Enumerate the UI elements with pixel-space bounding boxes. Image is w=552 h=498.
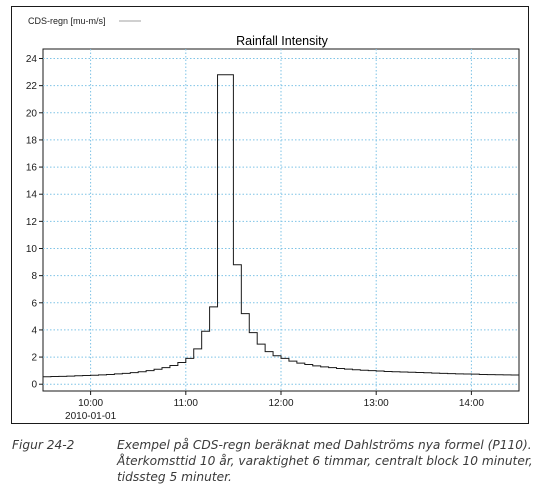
y-tick-label: 20 — [26, 108, 38, 119]
caption-number: Figur 24-2 — [12, 438, 75, 452]
x-tick-label: 14:00 — [459, 398, 484, 409]
caption-text: Exempel på CDS-regn beräknat med Dahlstr… — [117, 438, 533, 484]
y-tick-label: 0 — [31, 380, 37, 391]
legend: CDS-regn [mu-m/s] — [28, 16, 141, 26]
grid-layer — [43, 49, 519, 391]
rainfall-chart: CDS-regn [mu-m/s] Rainfall Intensity 024… — [26, 16, 520, 422]
y-tick-label: 16 — [26, 163, 38, 174]
x-tick-label: 12:00 — [268, 398, 293, 409]
series-line — [43, 74, 519, 378]
tick-layer — [39, 58, 472, 395]
x-tick-label: 10:00 — [78, 398, 103, 409]
x-tick-label: 11:00 — [174, 398, 199, 409]
y-tick-label: 12 — [26, 217, 38, 228]
y-tick-label: 6 — [31, 298, 37, 309]
y-tick-label: 4 — [31, 325, 37, 336]
x-tick-labels: 10:00 2010-01-01 11:00 12:00 13:00 14:00 — [65, 398, 484, 422]
y-tick-label: 18 — [26, 135, 38, 146]
y-tick-label: 8 — [31, 271, 37, 282]
chart-title: Rainfall Intensity — [236, 34, 328, 48]
y-tick-label: 14 — [26, 190, 38, 201]
x-tick-label: 13:00 — [364, 398, 389, 409]
x-date-label: 2010-01-01 — [65, 411, 117, 422]
y-tick-label: 22 — [26, 81, 38, 92]
legend-label: CDS-regn [mu-m/s] — [28, 16, 106, 26]
y-tick-label: 24 — [26, 54, 38, 65]
y-tick-label: 10 — [26, 244, 38, 255]
y-tick-label: 2 — [31, 353, 37, 364]
